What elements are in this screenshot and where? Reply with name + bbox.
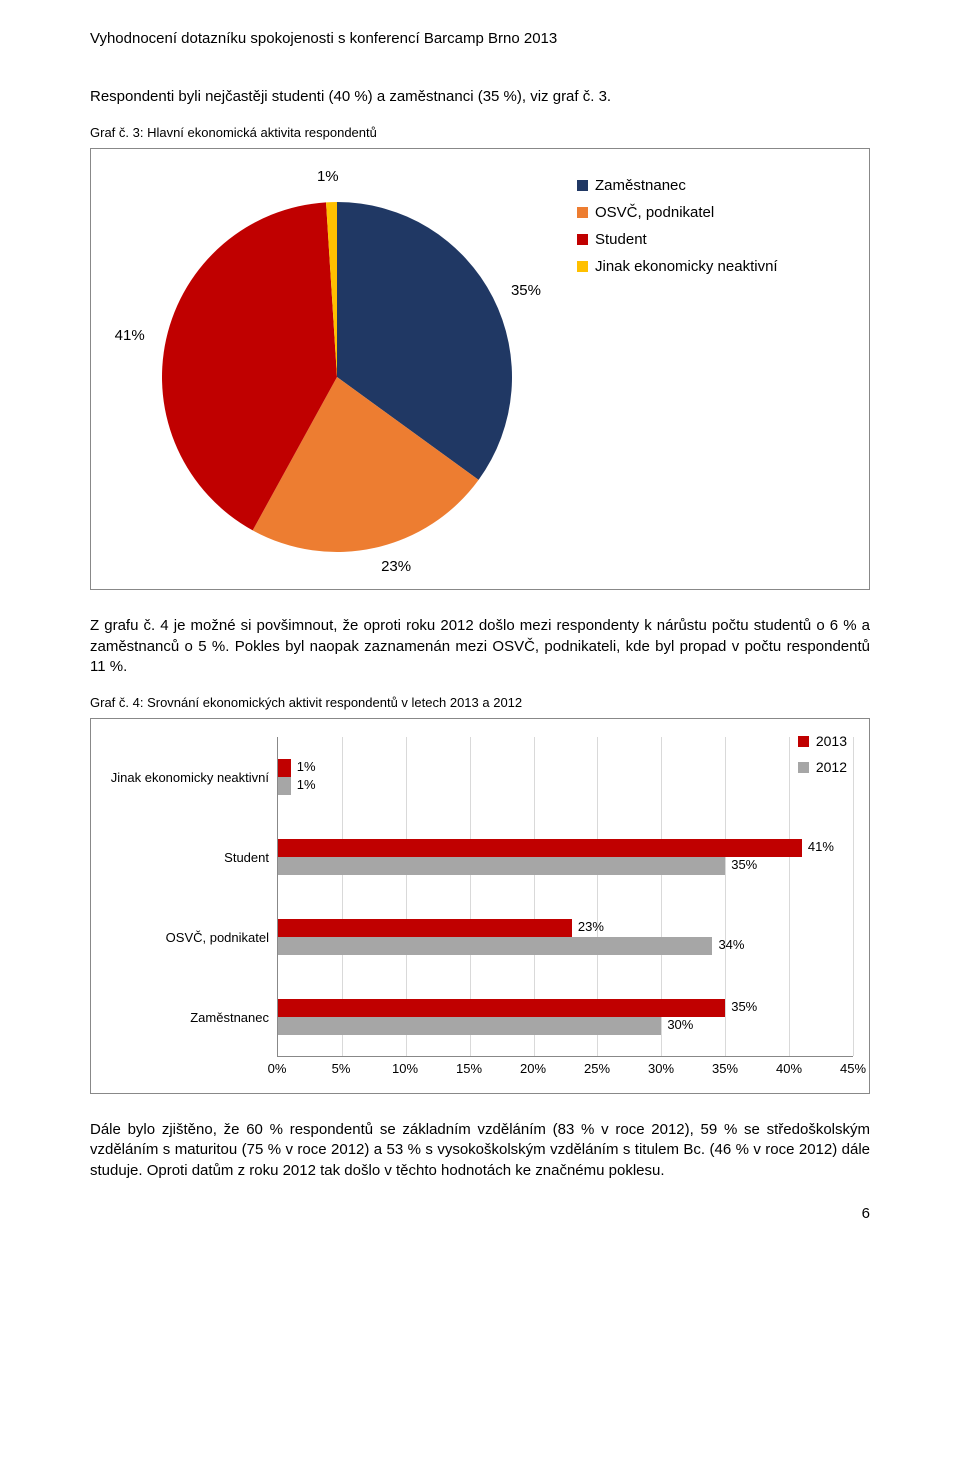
x-axis-tick: 15% [456, 1061, 482, 1076]
bar-2013 [278, 839, 802, 857]
bar-2012 [278, 937, 712, 955]
intro-paragraph: Respondenti byli nejčastěji studenti (40… [90, 87, 870, 107]
bar-value-label: 1% [297, 777, 316, 792]
bar-x-axis: 0%5%10%15%20%25%30%35%40%45% [277, 1061, 853, 1079]
bar-value-label: 23% [578, 919, 604, 934]
legend-label: Zaměstnanec [595, 177, 686, 194]
x-axis-tick: 0% [268, 1061, 287, 1076]
bar-category-label: Student [107, 817, 269, 897]
page-number: 6 [90, 1205, 870, 1222]
x-axis-tick: 45% [840, 1061, 866, 1076]
legend-swatch [577, 180, 588, 191]
legend-label: Student [595, 231, 647, 248]
pie-slice-label: 23% [381, 558, 411, 575]
legend-swatch [577, 234, 588, 245]
paragraph-2: Z grafu č. 4 je možné si povšimnout, že … [90, 616, 870, 677]
chart3-container: 35%23%41%1% ZaměstnanecOSVČ, podnikatelS… [90, 148, 870, 590]
x-axis-tick: 30% [648, 1061, 674, 1076]
paragraph-3: Dále bylo zjištěno, že 60 % respondentů … [90, 1120, 870, 1181]
pie-slice-label: 35% [511, 282, 541, 299]
bar-value-label: 35% [731, 857, 757, 872]
x-axis-tick: 20% [520, 1061, 546, 1076]
gridline [789, 737, 790, 1056]
legend-item: OSVČ, podnikatel [577, 204, 778, 221]
pie-slice-label: 1% [317, 168, 339, 185]
pie-holder: 35%23%41%1% [137, 167, 537, 567]
bar-category-label: Jinak ekonomicky neaktivní [107, 737, 269, 817]
bar-2013 [278, 759, 291, 777]
bar-value-label: 41% [808, 839, 834, 854]
legend-item: Jinak ekonomicky neaktivní [577, 258, 778, 275]
x-axis-tick: 40% [776, 1061, 802, 1076]
bar-category-labels: Jinak ekonomicky neaktivníStudentOSVČ, p… [107, 737, 277, 1057]
bar-value-label: 30% [667, 1017, 693, 1032]
page-header: Vyhodnocení dotazníku spokojenosti s kon… [90, 30, 870, 47]
x-axis-tick: 35% [712, 1061, 738, 1076]
bar-value-label: 34% [718, 937, 744, 952]
bar-2013 [278, 999, 725, 1017]
legend-item: Zaměstnanec [577, 177, 778, 194]
legend-item: Student [577, 231, 778, 248]
bar-value-label: 1% [297, 759, 316, 774]
bar-2013 [278, 919, 572, 937]
gridline [853, 737, 854, 1056]
legend-label: Jinak ekonomicky neaktivní [595, 258, 778, 275]
legend-label: OSVČ, podnikatel [595, 204, 714, 221]
pie-chart [137, 167, 537, 567]
bar-plot: 1% 1% 41% 35% 23% 34% 35% 30% [277, 737, 853, 1057]
bar-category-label: Zaměstnanec [107, 977, 269, 1057]
bar-2012 [278, 777, 291, 795]
bar-value-label: 35% [731, 999, 757, 1014]
bar-2012 [278, 857, 725, 875]
legend-swatch [577, 207, 588, 218]
pie-slice-label: 41% [115, 327, 145, 344]
legend-swatch [577, 261, 588, 272]
chart4-caption: Graf č. 4: Srovnání ekonomických aktivit… [90, 695, 870, 710]
bar-chart-area: Jinak ekonomicky neaktivníStudentOSVČ, p… [107, 737, 853, 1057]
pie-wrap: 35%23%41%1% Zaměstnanec OSVČ, podnikatel S… [107, 167, 853, 567]
x-axis-tick: 5% [332, 1061, 351, 1076]
chart3-legend: Zaměstnanec OSVČ, podnikatel Student Jinak … [577, 177, 778, 285]
gridline [725, 737, 726, 1056]
bar-2012 [278, 1017, 661, 1035]
bar-category-label: OSVČ, podnikatel [107, 897, 269, 977]
x-axis-tick: 10% [392, 1061, 418, 1076]
chart4-container: 20132012 Jinak ekonomicky neaktivníStude… [90, 718, 870, 1094]
x-axis-tick: 25% [584, 1061, 610, 1076]
chart3-caption: Graf č. 3: Hlavní ekonomická aktivita re… [90, 125, 870, 140]
